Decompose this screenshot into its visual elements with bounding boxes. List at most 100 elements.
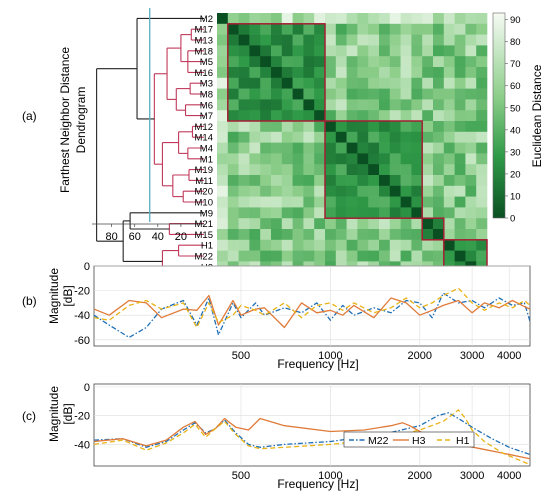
heatmap-cell: [292, 110, 304, 122]
heatmap-cell: [411, 110, 423, 122]
heatmap-cell: [217, 121, 229, 133]
heatmap-cell: [357, 131, 369, 143]
heatmap-cell: [454, 239, 466, 251]
heatmap-cell: [465, 153, 477, 165]
heatmap-cell: [357, 88, 369, 100]
heatmap-cell: [368, 207, 380, 219]
heatmap-cell: [454, 153, 466, 165]
heatmap-cell: [368, 77, 380, 89]
heatmap-cell: [476, 34, 488, 46]
heatmap-cell: [227, 164, 239, 176]
heatmap-cell: [335, 239, 347, 251]
row-label: M18: [195, 46, 213, 57]
heatmap-cell: [433, 131, 445, 143]
heatmap-cell: [260, 23, 272, 35]
heatmap-cell: [400, 13, 412, 25]
heatmap-cell: [281, 250, 293, 262]
heatmap-cell: [389, 110, 401, 122]
heatmap-cell: [238, 175, 250, 187]
heatmap-cell: [379, 77, 391, 89]
heatmap-cell: [465, 218, 477, 230]
heatmap-cell: [260, 56, 272, 68]
panel-c-plot: 500 1000 2000 3000 4000 0 -20 -40 M22 H3 H1: [74, 382, 531, 482]
heatmap-cell: [314, 45, 326, 57]
row-label: M19: [195, 165, 213, 176]
cluster-box: [227, 23, 326, 122]
heatmap-cell: [249, 110, 261, 122]
heatmap-cell: [389, 164, 401, 176]
heatmap-cell: [303, 110, 315, 122]
heatmap-cell: [400, 218, 412, 230]
heatmap-cell: [357, 67, 369, 79]
heatmap-cell: [238, 67, 250, 79]
heatmap-cell: [433, 121, 445, 133]
heatmap-cell: [314, 239, 326, 251]
heatmap-cell: [325, 13, 337, 25]
heatmap-cell: [303, 13, 315, 25]
heatmap-cell: [476, 45, 488, 57]
heatmap-cell: [465, 77, 477, 89]
legend: M22 H3 H1: [343, 431, 475, 448]
heatmap-cell: [325, 121, 337, 133]
heatmap-cell: [476, 218, 488, 230]
heatmap-cell: [325, 88, 337, 100]
heatmap-cell: [271, 56, 283, 68]
heatmap-cell: [379, 153, 391, 165]
heatmap-cell: [411, 153, 423, 165]
heatmap-cell: [249, 185, 261, 197]
heatmap-cell: [368, 175, 380, 187]
x-tick-label: 3000: [460, 350, 484, 362]
row-label: M2: [200, 14, 213, 25]
heatmap-cell: [422, 110, 434, 122]
heatmap-cell: [217, 142, 229, 154]
heatmap-cell: [400, 142, 412, 154]
heatmap-cell: [379, 250, 391, 262]
heatmap-cell: [227, 196, 239, 208]
heatmap-cell: [325, 23, 337, 35]
heatmap-cell: [217, 250, 229, 262]
heatmap-cell: [227, 77, 239, 89]
heatmap-cell: [389, 250, 401, 262]
heatmap-cell: [368, 110, 380, 122]
heatmap-cell: [476, 207, 488, 219]
heatmap-cell: [271, 67, 283, 79]
heatmap-cell: [357, 99, 369, 111]
heatmap-cell: [422, 99, 434, 111]
heatmap-cell: [249, 164, 261, 176]
row-label: M9: [200, 208, 213, 219]
colorbar-tick-label: 20: [510, 169, 521, 180]
heatmap-cell: [303, 23, 315, 35]
colorbar-tick-label: 30: [510, 147, 521, 158]
heatmap-cell: [335, 185, 347, 197]
panel-b-xlabel: Frequency [Hz]: [277, 357, 358, 371]
heatmap-cell: [389, 229, 401, 241]
heatmap-cell: [379, 142, 391, 154]
heatmap-cell: [346, 218, 358, 230]
heatmap-cell: [292, 67, 304, 79]
heatmap-cell: [357, 239, 369, 251]
heatmap-cell: [314, 229, 326, 241]
heatmap-cell: [389, 67, 401, 79]
heatmap-cell: [335, 164, 347, 176]
x-tick-label: 1000: [318, 350, 342, 362]
heatmap-cell: [422, 131, 434, 143]
heatmap-cell: [249, 45, 261, 57]
heatmap-cell: [465, 142, 477, 154]
heatmap-cell: [217, 77, 229, 89]
heatmap-cell: [454, 229, 466, 241]
heatmap-cell: [346, 175, 358, 187]
heatmap-cell: [346, 110, 358, 122]
heatmap-cell: [260, 142, 272, 154]
heatmap-cell: [411, 121, 423, 133]
heatmap-cell: [217, 196, 229, 208]
heatmap-cell: [217, 13, 229, 25]
heatmap-cell: [271, 110, 283, 122]
heatmap-cell: [465, 23, 477, 35]
heatmap-cell: [217, 218, 229, 230]
heatmap-cell: [379, 229, 391, 241]
heatmap-cell: [433, 229, 445, 241]
heatmap-cell: [227, 153, 239, 165]
heatmap-cell: [476, 164, 488, 176]
heatmap-cell: [454, 99, 466, 111]
heatmap-cell: [454, 121, 466, 133]
